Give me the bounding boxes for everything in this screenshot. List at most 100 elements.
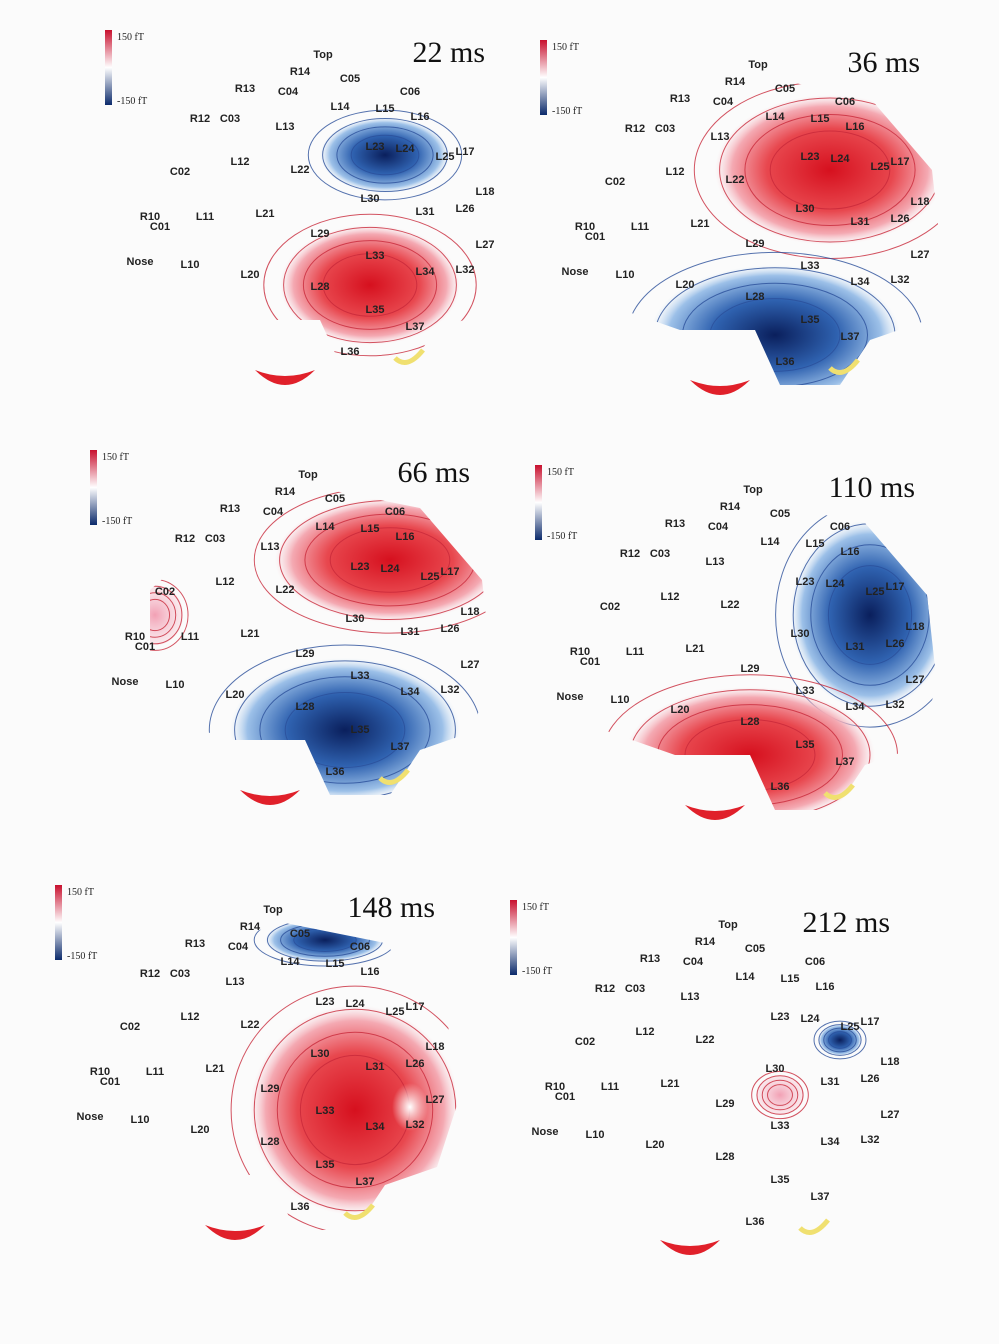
sensor-label: L23 — [771, 1011, 790, 1023]
sensor-label: L30 — [796, 203, 815, 215]
sensor-label: L29 — [741, 663, 760, 675]
sensor-label: Nose — [77, 1111, 104, 1123]
sensor-label: R13 — [220, 503, 240, 515]
sensor-label: L25 — [841, 1021, 860, 1033]
sensor-label: L14 — [736, 971, 756, 983]
ear — [800, 1220, 828, 1233]
sensor-label: L24 — [801, 1013, 821, 1025]
sensor-label: L22 — [696, 1034, 715, 1046]
colorbar-max-label: 150 fT — [117, 32, 144, 43]
sensor-label: L29 — [311, 228, 330, 240]
sensor-label: L12 — [666, 166, 685, 178]
sensor-label: L10 — [611, 694, 630, 706]
sensor-label: L22 — [291, 164, 310, 176]
sensor-label: L16 — [411, 111, 430, 123]
sensor-label: C05 — [775, 83, 795, 95]
sensor-label: L20 — [646, 1139, 665, 1151]
colorbar-min-label: -150 fT — [67, 951, 97, 962]
sensor-label: L32 — [456, 264, 475, 276]
sensor-label: L29 — [296, 648, 315, 660]
mouth — [255, 370, 315, 385]
sensor-label: L27 — [476, 239, 495, 251]
sensor-label: R14 — [695, 936, 716, 948]
sensor-label: C06 — [830, 521, 850, 533]
sensor-label: L26 — [886, 638, 905, 650]
sensor-label: L24 — [381, 563, 401, 575]
field-blob — [280, 225, 460, 345]
sensor-label: L11 — [626, 646, 644, 658]
sensor-label: L30 — [311, 1048, 330, 1060]
sensor-label: C03 — [650, 548, 670, 560]
sensor-label: L27 — [461, 659, 480, 671]
sensor-label: Nose — [557, 691, 584, 703]
sensor-label: C05 — [325, 493, 345, 505]
sensor-label: L14 — [766, 111, 786, 123]
sensor-label: L22 — [276, 584, 295, 596]
sensor-label: L28 — [746, 291, 765, 303]
sensor-label: L15 — [781, 973, 800, 985]
colorbar-min-label: -150 fT — [547, 531, 577, 542]
sensor-label: L33 — [316, 1105, 335, 1117]
sensor-label: L37 — [356, 1176, 375, 1188]
sensor-label: L29 — [716, 1098, 735, 1110]
sensor-label: C03 — [170, 968, 190, 980]
sensor-label: R14 — [290, 66, 311, 78]
sensor-label: L32 — [861, 1134, 880, 1146]
sensor-label: C02 — [575, 1036, 595, 1048]
panel-title: 36 ms — [847, 46, 920, 79]
sensor-label: L36 — [746, 1216, 765, 1228]
sensor-label: L16 — [396, 531, 415, 543]
sensor-label: L33 — [801, 260, 820, 272]
sensor-label: L28 — [716, 1151, 735, 1163]
colorbar-min-label: -150 fT — [117, 96, 147, 107]
sensor-label: L16 — [841, 546, 860, 558]
sensor-label: L20 — [671, 704, 690, 716]
sensor-label: R13 — [235, 83, 255, 95]
sensor-label: R14 — [720, 501, 741, 513]
sensor-label: L35 — [316, 1159, 335, 1171]
sensor-label: R12 — [625, 123, 645, 135]
sensor-label: L25 — [386, 1006, 405, 1018]
sensor-label: C04 — [263, 506, 284, 518]
sensor-label: Top — [748, 59, 768, 71]
sensor-label: L32 — [441, 684, 460, 696]
sensor-label: L35 — [796, 739, 815, 751]
colorbar-max-label: 150 fT — [552, 42, 579, 53]
sensor-label: L10 — [616, 269, 635, 281]
sensor-label: L17 — [886, 581, 905, 593]
sensor-label: L26 — [456, 203, 475, 215]
sensor-label: L27 — [426, 1094, 445, 1106]
sensor-label: L21 — [256, 208, 275, 220]
mouth — [205, 1225, 265, 1240]
mouth — [690, 380, 750, 395]
sensor-label: L17 — [441, 566, 460, 578]
sensor-label: L37 — [841, 331, 860, 343]
sensor-label: L29 — [746, 238, 765, 250]
sensor-label: L16 — [361, 966, 380, 978]
sensor-label: L31 — [846, 641, 865, 653]
sensor-label: R13 — [185, 938, 205, 950]
sensor-label: L10 — [586, 1129, 605, 1141]
sensor-label: L17 — [891, 156, 910, 168]
sensor-label: Nose — [562, 266, 589, 278]
sensor-label: Nose — [127, 256, 154, 268]
sensor-label: L18 — [881, 1056, 900, 1068]
sensor-label: L36 — [776, 356, 795, 368]
sensor-label: L14 — [331, 101, 351, 113]
sensor-label: L31 — [366, 1061, 385, 1073]
sensor-label: L12 — [636, 1026, 655, 1038]
sensor-label: C01 — [100, 1076, 120, 1088]
sensor-label: L36 — [771, 781, 790, 793]
sensor-label: R14 — [725, 76, 746, 88]
sensor-label: C04 — [708, 521, 729, 533]
sensor-label: L37 — [811, 1191, 830, 1203]
sensor-label: Top — [263, 904, 283, 916]
sensor-label: Nose — [532, 1126, 559, 1138]
sensor-label: L35 — [771, 1174, 790, 1186]
sensor-label: L20 — [226, 689, 245, 701]
sensor-label: L21 — [661, 1078, 680, 1090]
sensor-label: L13 — [706, 556, 725, 568]
sensor-label: L33 — [351, 670, 370, 682]
sensor-label: Top — [743, 484, 763, 496]
colorbar-max-label: 150 fT — [102, 452, 129, 463]
